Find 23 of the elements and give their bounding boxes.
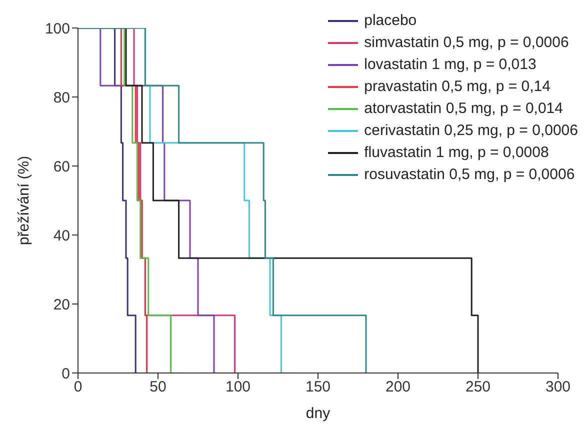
legend-label: atorvastatin 0,5 mg, p = 0,014 bbox=[364, 99, 563, 119]
x-tick-label: 200 bbox=[385, 378, 411, 396]
legend-label: placebo bbox=[364, 11, 417, 31]
legend-label: rosuvastatin 0,5 mg, p = 0,0006 bbox=[364, 165, 575, 185]
legend-label: cerivastatin 0,25 mg, p = 0,0006 bbox=[364, 121, 578, 141]
x-tick-label: 0 bbox=[74, 378, 82, 396]
x-axis-title: dny bbox=[306, 405, 331, 422]
x-tick-label: 100 bbox=[225, 378, 251, 396]
legend-label: pravastatin 0,5 mg, p = 0,14 bbox=[364, 77, 550, 97]
y-axis-title: přežívání (%) bbox=[15, 156, 32, 246]
legend-label: lovastatin 1 mg, p = 0,013 bbox=[364, 55, 536, 75]
y-tick-label: 60 bbox=[53, 158, 70, 176]
legend-label: simvastatin 0,5 mg, p = 0,0006 bbox=[364, 33, 569, 53]
y-tick-label: 100 bbox=[44, 20, 70, 38]
y-tick-label: 80 bbox=[53, 89, 70, 106]
legend-label: fluvastatin 1 mg, p = 0,0008 bbox=[364, 143, 549, 163]
y-tick-label: 40 bbox=[53, 227, 70, 244]
x-tick-label: 50 bbox=[150, 378, 166, 396]
x-tick-label: 250 bbox=[465, 378, 491, 396]
y-tick-label: 20 bbox=[53, 296, 70, 314]
y-tick-label: 0 bbox=[62, 365, 70, 382]
x-tick-label: 150 bbox=[305, 378, 331, 396]
x-tick-label: 300 bbox=[545, 378, 571, 396]
